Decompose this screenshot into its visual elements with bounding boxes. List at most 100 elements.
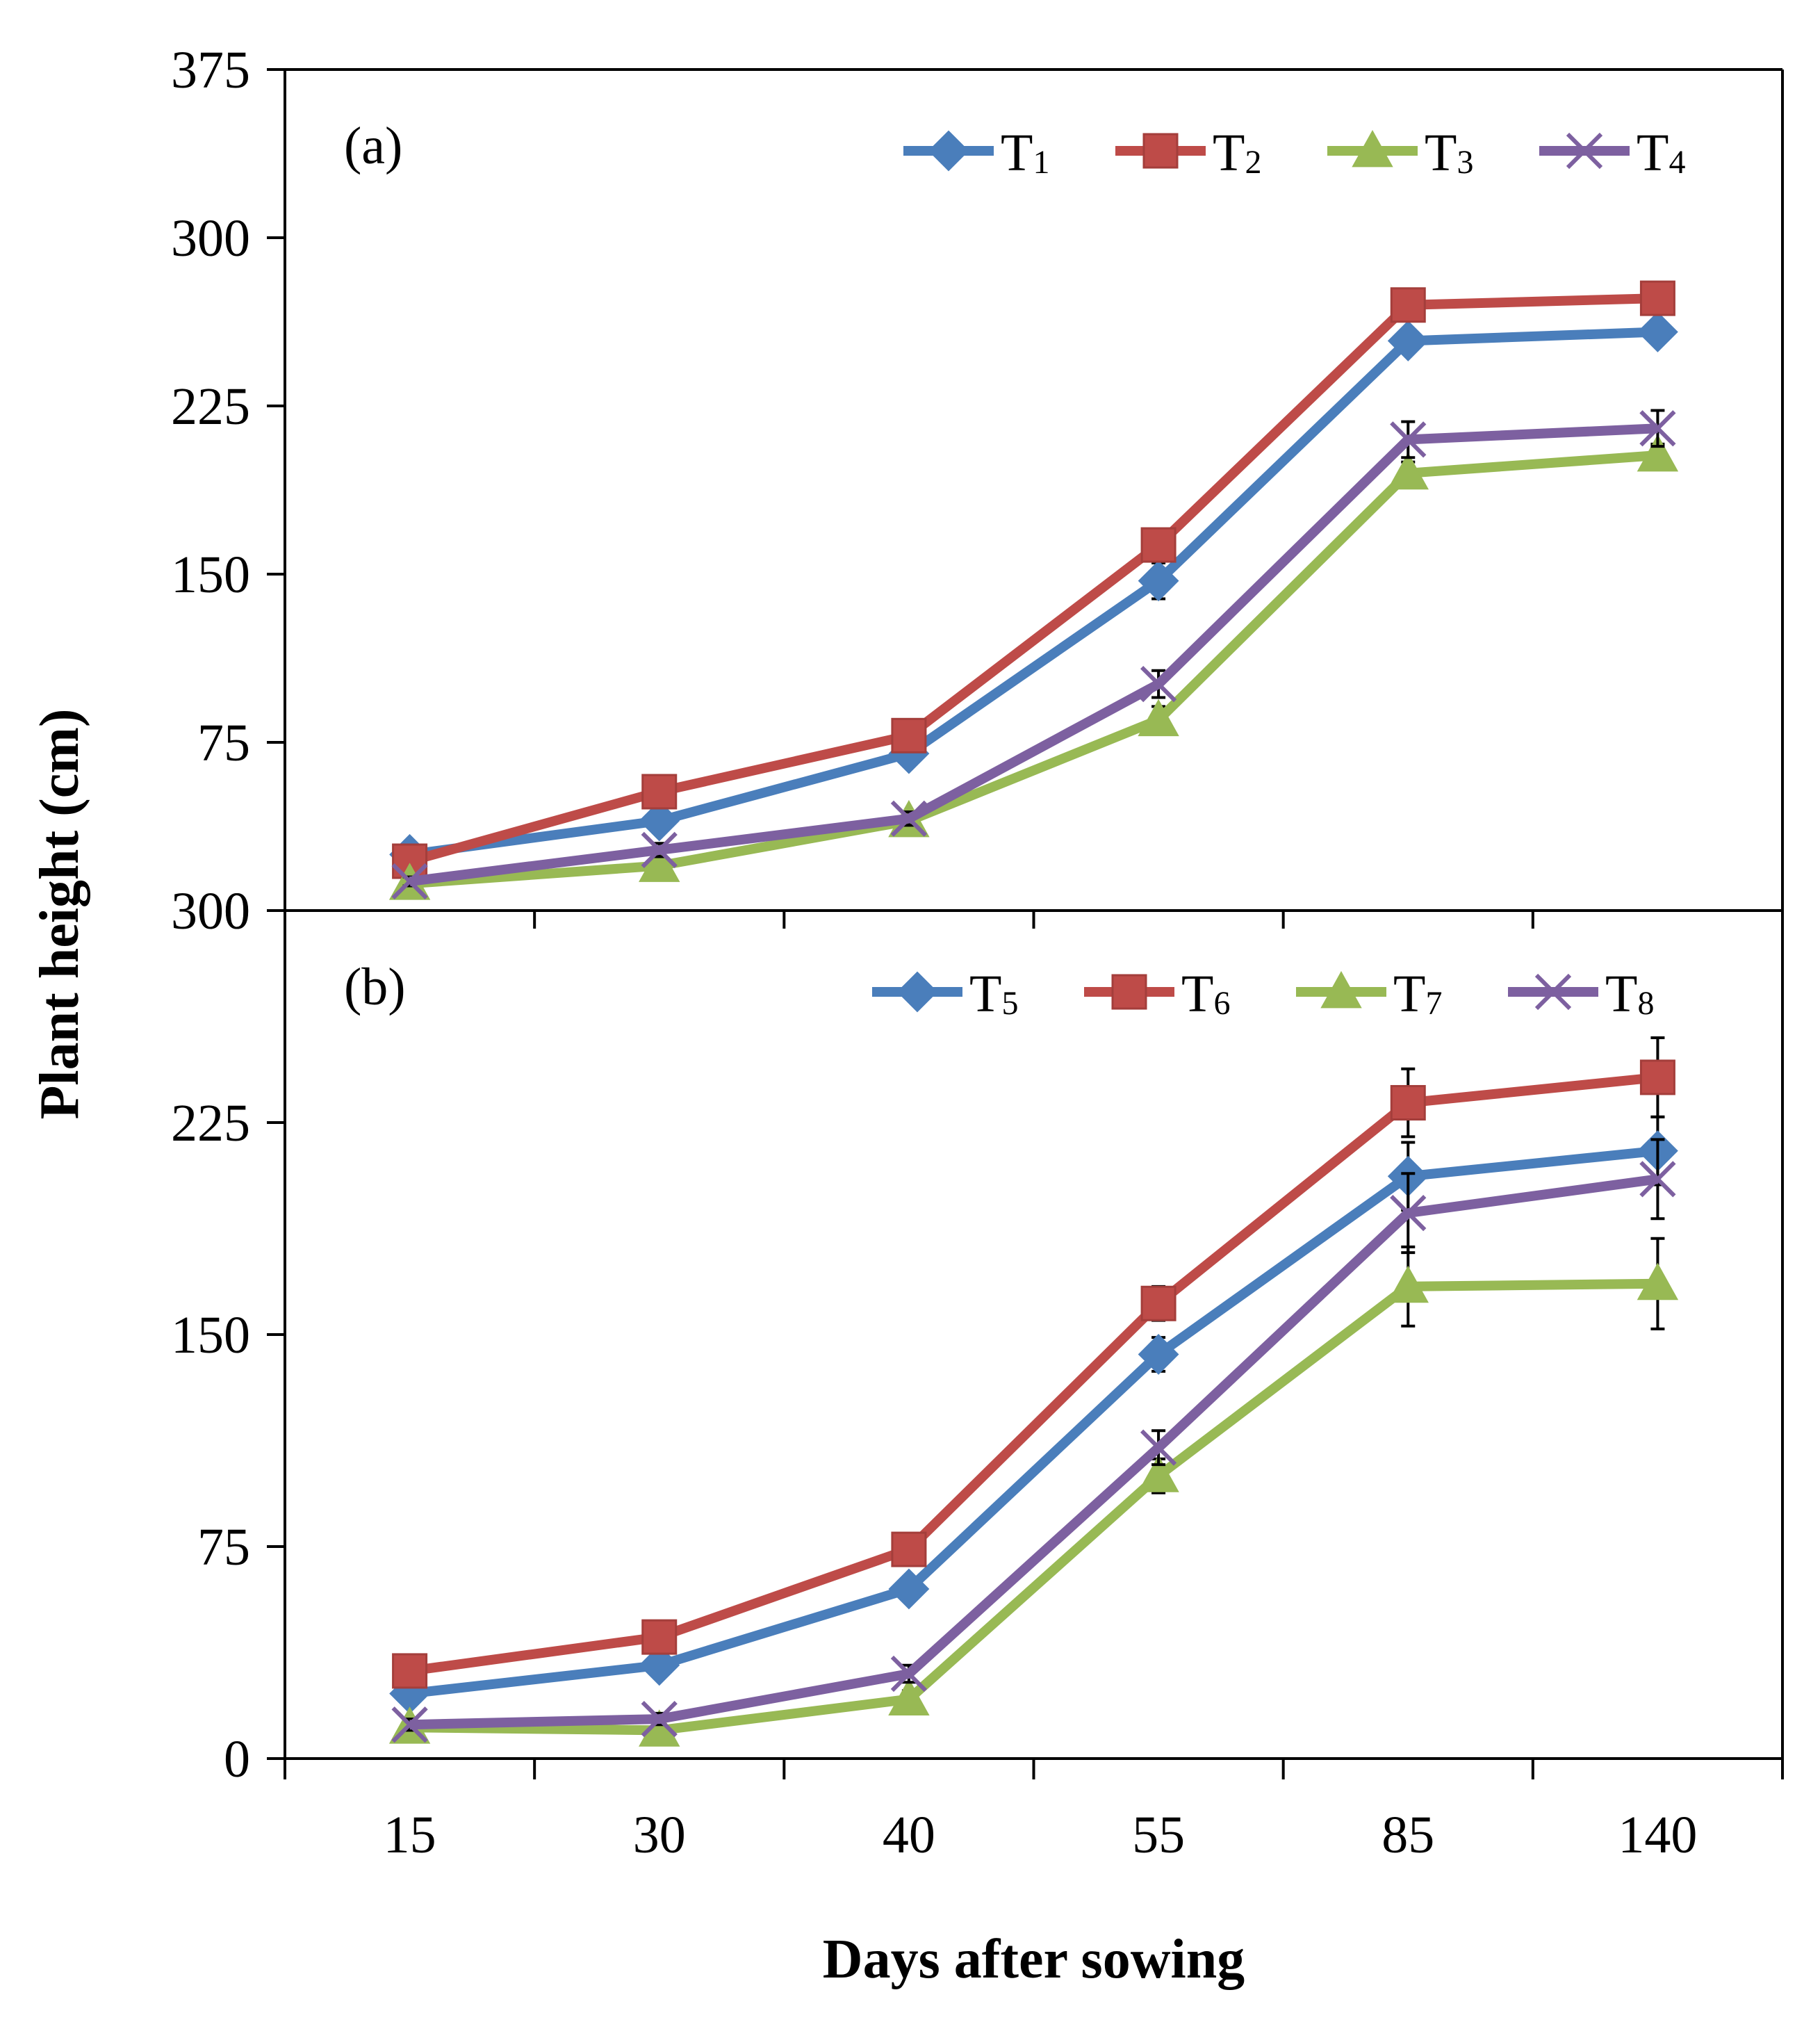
x-tick-label-140: 140 xyxy=(1618,1806,1697,1864)
panel-1-y-tick-label: 225 xyxy=(171,1094,250,1152)
point-T6-3 xyxy=(1140,1285,1177,1321)
series-T2 xyxy=(392,280,1675,879)
panel-1-y-tick-label: 300 xyxy=(171,882,250,940)
point-T5-3 xyxy=(1138,1334,1179,1375)
legend-entry-T6: T6 xyxy=(1084,965,1230,1023)
point-T6-5 xyxy=(1639,1059,1675,1095)
series-line-T1 xyxy=(409,327,1658,860)
legend-marker-T2 xyxy=(1142,133,1179,169)
series-T1 xyxy=(389,311,1678,875)
panel-0-y-tick-label: 375 xyxy=(171,41,250,99)
point-T6-4 xyxy=(1390,1085,1426,1121)
point-T3-3 xyxy=(1138,699,1179,737)
point-T2-2 xyxy=(891,717,927,753)
series-line-T6 xyxy=(409,1072,1659,1676)
point-T5-2 xyxy=(888,1568,930,1610)
legend-label-T4: T4 xyxy=(1637,124,1685,182)
panel-label-1: (b) xyxy=(344,958,406,1016)
point-T1-4 xyxy=(1387,320,1429,361)
y-axis-title: Plant height (cm) xyxy=(29,708,90,1119)
x-tick-label-40: 40 xyxy=(883,1806,935,1864)
point-T7-5 xyxy=(1637,1262,1679,1301)
point-T3-1 xyxy=(639,845,680,882)
point-T4-0 xyxy=(391,863,428,900)
point-T1-3 xyxy=(1138,560,1179,602)
series-layer xyxy=(388,280,1679,1747)
point-T6-1 xyxy=(641,1619,678,1655)
legend-label-sub-T6: 6 xyxy=(1213,985,1230,1022)
series-line-T7 xyxy=(409,1278,1658,1736)
point-T2-3 xyxy=(1140,527,1177,563)
point-T6-2 xyxy=(891,1531,927,1567)
panel-0-y-tick-label: 75 xyxy=(197,714,250,772)
point-T8-2 xyxy=(890,1655,928,1693)
point-T4-2 xyxy=(890,800,928,837)
panel-1-y-tick-label: 150 xyxy=(171,1306,250,1364)
point-T1-1 xyxy=(639,800,680,842)
legend-marker-T4-stroke-b xyxy=(1566,132,1603,170)
point-T4-2-stroke-b xyxy=(890,800,928,837)
point-T8-5-stroke-b xyxy=(1639,1161,1676,1198)
panel-0-y-tick-label: 300 xyxy=(171,209,250,268)
legend-label-T2: T2 xyxy=(1213,124,1261,182)
point-T8-0-stroke-b xyxy=(391,1706,428,1743)
legend-label-sub-T4: 4 xyxy=(1669,144,1685,181)
point-T3-4 xyxy=(1387,452,1429,490)
legend-marker-T8 xyxy=(1534,973,1572,1011)
series-line-T3 xyxy=(409,450,1658,889)
panel-label-0: (a) xyxy=(344,117,402,175)
x-tick-label-85: 85 xyxy=(1382,1806,1434,1864)
legend-entry-T5: T5 xyxy=(872,965,1018,1023)
legend-entry-T2: T2 xyxy=(1115,124,1261,182)
panel-1-y-tick-label: 75 xyxy=(197,1518,250,1576)
point-T4-3 xyxy=(1140,665,1177,703)
point-T8-2-stroke-b xyxy=(890,1655,928,1693)
legend-marker-T1 xyxy=(928,130,969,172)
point-T8-3 xyxy=(1140,1429,1177,1466)
point-T8-4 xyxy=(1390,1195,1427,1232)
point-T8-1-stroke-b xyxy=(641,1700,678,1738)
legend-label-T6: T6 xyxy=(1181,965,1230,1023)
point-T4-5 xyxy=(1639,410,1676,447)
legend-entry-T1: T1 xyxy=(903,124,1049,182)
point-T4-4-stroke-b xyxy=(1390,421,1427,458)
legend-label-T8: T8 xyxy=(1605,965,1654,1023)
point-T4-3-stroke-b xyxy=(1140,665,1177,703)
point-T4-4 xyxy=(1390,421,1427,458)
series-line-T4 xyxy=(409,423,1658,886)
point-T2-4 xyxy=(1390,287,1426,323)
legend-label-T5: T5 xyxy=(969,965,1018,1023)
series-T8 xyxy=(391,1138,1676,1743)
x-tick-label-30: 30 xyxy=(633,1806,686,1864)
series-line-T5 xyxy=(409,1145,1659,1699)
legend-marker-T5 xyxy=(896,971,938,1013)
panel-1-y-tick-label: 0 xyxy=(224,1730,250,1788)
legend-label-sub-T8: 8 xyxy=(1637,985,1654,1022)
legend-entry-T8: T8 xyxy=(1508,965,1654,1023)
legend-label-T3: T3 xyxy=(1425,124,1473,182)
point-T4-0-stroke-b xyxy=(391,863,428,900)
point-T7-4 xyxy=(1387,1265,1429,1303)
legend-marker-T8-stroke-b xyxy=(1534,973,1572,1011)
legend-label-sub-T7: 7 xyxy=(1425,985,1442,1022)
point-T5-1 xyxy=(639,1645,680,1686)
point-T4-1-stroke-b xyxy=(641,831,678,869)
legend-entry-T4: T4 xyxy=(1539,124,1685,182)
legend-label-T7: T7 xyxy=(1393,965,1442,1023)
x-axis-title: Days after sowing xyxy=(823,1929,1245,1990)
x-tick-label-55: 55 xyxy=(1132,1806,1185,1864)
point-T8-3-stroke-b xyxy=(1140,1429,1177,1466)
point-T8-0 xyxy=(391,1706,428,1743)
point-T8-4-stroke-b xyxy=(1390,1195,1427,1232)
point-T7-3 xyxy=(1138,1455,1179,1492)
series-T4 xyxy=(391,409,1676,900)
panel-0-y-tick-label: 225 xyxy=(171,377,250,436)
point-T4-5-stroke-b xyxy=(1639,410,1676,447)
legend-label-sub-T2: 2 xyxy=(1245,144,1261,181)
legend-label-sub-T5: 5 xyxy=(1001,985,1018,1022)
axes-layer xyxy=(267,68,1784,1779)
point-T8-5 xyxy=(1639,1161,1676,1198)
